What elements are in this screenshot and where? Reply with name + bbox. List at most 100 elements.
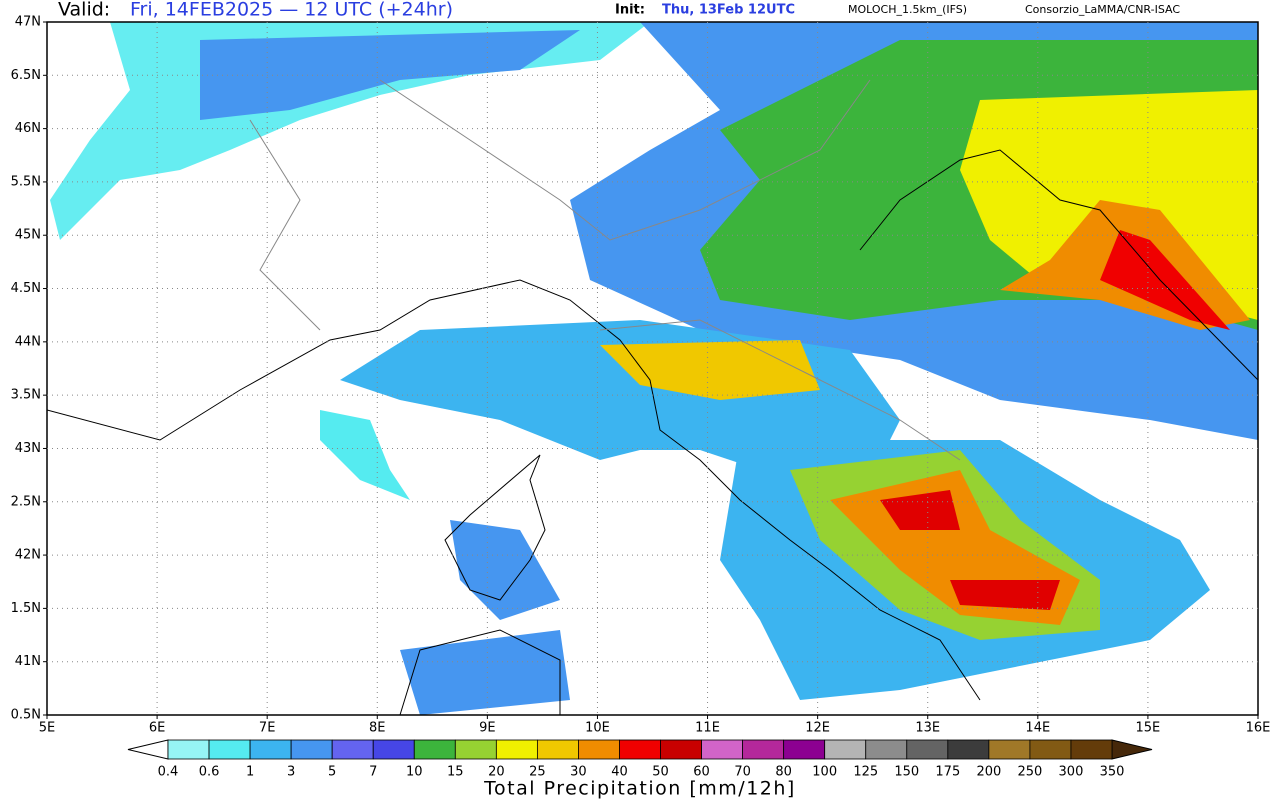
lon-label: 11E	[695, 721, 720, 736]
colorbar-label: 125	[853, 765, 878, 780]
map-frame	[46, 21, 1259, 716]
lat-label: 47N	[15, 15, 41, 30]
precip-field	[50, 22, 1258, 715]
lat-label: 44N	[15, 334, 41, 349]
lat-label: 41N	[15, 654, 41, 669]
lat-label: 45N	[15, 228, 41, 243]
colorbar-label: 175	[935, 765, 960, 780]
colorbar-segment	[536, 739, 579, 760]
lon-label: 6E	[149, 721, 166, 736]
colorbar-segment	[906, 739, 949, 760]
colorbar-segment	[947, 739, 990, 760]
colorbar-segment	[208, 739, 251, 760]
colorbar-label: 40	[611, 765, 628, 780]
precip-area	[200, 30, 580, 120]
colorbar-segment	[988, 739, 1031, 760]
coastline	[859, 149, 1258, 381]
colorbar-label: 3	[287, 765, 295, 780]
colorbar-segment	[783, 739, 826, 760]
colorbar-label: 60	[693, 765, 710, 780]
colorbar-segment	[290, 739, 333, 760]
colorbar-segment	[249, 739, 292, 760]
colorbar-label: 20	[488, 765, 505, 780]
colorbar-label: 5	[328, 765, 336, 780]
colorbar-label: 80	[775, 765, 792, 780]
precip-area	[1100, 230, 1230, 330]
colorbar-segment	[578, 739, 620, 760]
colorbar-segment	[1070, 739, 1113, 760]
colorbar-label: 250	[1017, 765, 1042, 780]
colorbar-segment	[495, 739, 538, 760]
colorbar-label: 50	[652, 765, 669, 780]
credit: Consorzio_LaMMA/CNR-ISAC	[1025, 3, 1180, 16]
lat-label: 5.5N	[11, 174, 41, 189]
colorbar-label: 0.4	[158, 765, 179, 780]
colorbar-label: 70	[734, 765, 751, 780]
colorbar-label: 350	[1100, 765, 1125, 780]
lat-label: 42N	[15, 548, 41, 563]
lat-label: 3.5N	[11, 388, 41, 403]
lat-label: 0.5N	[11, 708, 41, 723]
colorbar-segment	[1029, 739, 1072, 760]
init-time: Thu, 13Feb 12UTC	[662, 3, 795, 18]
model-name: MOLOCH_1.5km_(IFS)	[848, 3, 967, 16]
colorbar-label: 200	[976, 765, 1001, 780]
init-label: Init:	[615, 3, 645, 18]
lat-label: 6.5N	[11, 68, 41, 83]
colorbar-over	[1111, 739, 1153, 760]
colorbar-label: 1	[246, 765, 254, 780]
colorbar-label: 15	[447, 765, 464, 780]
sardinia	[399, 629, 561, 715]
colorbar-segment	[372, 739, 415, 760]
lat-label: 46N	[15, 121, 41, 136]
colorbar-label: 10	[406, 765, 423, 780]
colorbar-label: 25	[529, 765, 546, 780]
colorbar-title: Total Precipitation [mm/12h]	[483, 778, 796, 800]
colorbar-segment	[167, 739, 210, 760]
lon-label: 15E	[1136, 721, 1161, 736]
borders	[249, 79, 961, 461]
colorbar-segment	[865, 739, 908, 760]
lon-label: 9E	[479, 721, 496, 736]
colorbar-label: 300	[1059, 765, 1084, 780]
lon-label: 8E	[369, 721, 386, 736]
lon-label: 13E	[915, 721, 940, 736]
lon-label: 10E	[585, 721, 610, 736]
colorbar-segment	[619, 739, 661, 760]
colorbar-label: 150	[894, 765, 919, 780]
colorbar-segment	[660, 739, 702, 760]
lat-label: 1.5N	[11, 601, 41, 616]
corsica	[444, 454, 546, 601]
precip-area	[320, 410, 410, 500]
precip-area	[400, 520, 570, 715]
valid-label: Valid:	[58, 0, 110, 21]
lon-label: 7E	[259, 721, 276, 736]
colorbar-label: 100	[812, 765, 837, 780]
precip-area	[880, 490, 1060, 610]
colorbar-segment	[824, 739, 867, 760]
colorbar-segment	[331, 739, 374, 760]
colorbar: 0.4 0.6 1 3 5 7 10 15 20 25 30 40 50 60 70 80 100 125 150 1…	[127, 739, 1153, 780]
lat-label: 43N	[15, 441, 41, 456]
colorbar-segment	[413, 739, 456, 760]
colorbar-label: 30	[570, 765, 587, 780]
lat-label: 2.5N	[11, 494, 41, 509]
precip-area	[600, 340, 820, 400]
lon-label: 12E	[805, 721, 830, 736]
lon-label: 16E	[1246, 721, 1271, 736]
lon-label: 5E	[39, 721, 56, 736]
valid-time: Fri, 14FEB2025 — 12 UTC (+24hr)	[130, 0, 453, 21]
coastline	[47, 279, 981, 701]
colorbar-label: 7	[369, 765, 377, 780]
colorbar-segment	[701, 739, 744, 760]
header: Valid: Fri, 14FEB2025 — 12 UTC (+24hr) I…	[58, 0, 1180, 21]
coastlines	[47, 149, 1258, 715]
colorbar-segment	[454, 739, 497, 760]
axis-labels: 47N 6.5N 46N 5.5N 45N 4.5N 44N 3.5N 43N 2.5N 42N 1.…	[11, 15, 1271, 736]
lon-label: 14E	[1025, 721, 1050, 736]
border	[249, 79, 961, 461]
colorbar-label: 0.6	[199, 765, 220, 780]
colorbar-under	[127, 739, 169, 760]
lat-label: 4.5N	[11, 281, 41, 296]
